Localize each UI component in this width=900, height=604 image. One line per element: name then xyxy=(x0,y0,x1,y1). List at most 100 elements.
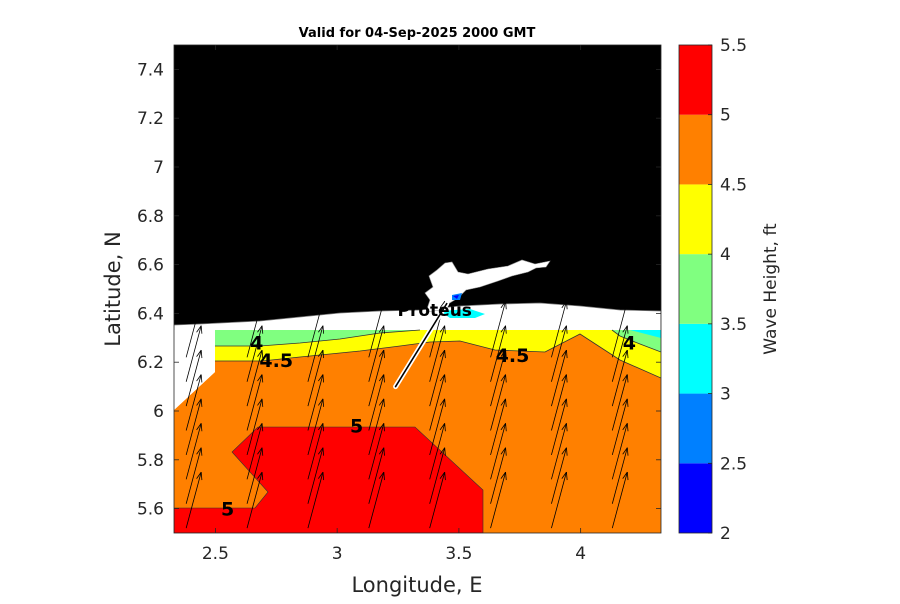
wave-arrow xyxy=(185,471,202,529)
wave-arrowhead xyxy=(196,398,202,406)
wave-arrow xyxy=(490,423,506,480)
wave-arrowhead xyxy=(561,349,567,357)
wave-arrow xyxy=(307,423,324,480)
wave-arrowhead xyxy=(378,398,385,406)
wave-arrowhead xyxy=(439,374,446,382)
wave-arrow xyxy=(611,325,628,382)
wave-arrowhead xyxy=(561,398,567,406)
wave-arrowhead xyxy=(261,374,264,383)
wave-arrow xyxy=(551,471,567,529)
wave-arrow xyxy=(490,325,506,382)
wave-arrow xyxy=(429,374,446,431)
wave-arrowhead xyxy=(505,423,507,432)
wave-arrowhead xyxy=(566,447,568,456)
colorbar-segment xyxy=(679,323,712,394)
wave-arrowhead xyxy=(318,423,324,431)
contour-fill-5 xyxy=(174,426,484,533)
wave-arrowhead xyxy=(626,325,629,334)
wave-arrow xyxy=(368,447,385,504)
contour-label: 5 xyxy=(221,499,234,521)
wave-arrowhead xyxy=(200,423,203,432)
contour-fill-3p5 xyxy=(215,330,420,346)
wave-arrow xyxy=(551,423,567,480)
wave-arrowhead xyxy=(626,423,629,432)
wave-arrowhead xyxy=(622,471,628,479)
wave-arrow xyxy=(429,349,446,407)
wave-arrowhead xyxy=(261,423,264,432)
contour-fill-2 xyxy=(453,295,459,299)
colorbar-segment xyxy=(679,463,712,533)
wave-arrowhead xyxy=(626,472,629,481)
colorbar-segment xyxy=(679,393,712,464)
wave-arrowhead xyxy=(318,398,324,406)
wave-arrowhead xyxy=(439,423,446,431)
wave-arrowhead xyxy=(257,374,263,382)
wave-arrow xyxy=(246,471,263,529)
wave-arrowhead xyxy=(322,472,325,481)
wave-arrowhead xyxy=(383,325,385,334)
colorbar-frame xyxy=(678,44,713,534)
wave-arrow xyxy=(185,301,202,358)
plot-frame xyxy=(173,44,662,534)
wave-arrowhead xyxy=(257,349,263,357)
y-tick-label: 7.2 xyxy=(137,109,164,129)
wave-arrowhead xyxy=(383,447,385,456)
wave-arrowhead xyxy=(626,447,629,456)
y-axis: 5.6 5.8 6 6.2 6.4 6.6 6.8 7 7.2 7.4 xyxy=(137,60,661,520)
wave-arrowhead xyxy=(500,447,506,455)
wave-arrowhead xyxy=(444,447,446,456)
wave-arrowhead xyxy=(622,447,628,455)
wave-arrowhead xyxy=(439,398,446,406)
contour-label: 5 xyxy=(350,416,363,438)
wave-arrowhead xyxy=(505,472,507,481)
wave-arrowhead xyxy=(439,349,446,357)
contour-label: 4 xyxy=(623,333,636,355)
contour-fill-4 xyxy=(215,330,661,378)
wave-arrowhead xyxy=(500,374,506,382)
wave-arrow xyxy=(429,398,446,456)
wave-arrow xyxy=(185,374,202,431)
wave-arrowhead xyxy=(261,301,264,310)
wave-arrowhead xyxy=(626,374,629,383)
wave-arrow xyxy=(307,447,324,504)
wave-arrowhead xyxy=(505,447,507,456)
wave-arrow xyxy=(611,374,628,431)
wave-arrowhead xyxy=(566,301,568,310)
wave-arrow xyxy=(185,349,202,407)
wave-arrow xyxy=(551,325,567,382)
wave-arrowhead xyxy=(505,374,507,383)
wave-arrowhead xyxy=(561,374,567,382)
wave-arrow xyxy=(490,301,506,358)
wave-arrowhead xyxy=(500,301,506,309)
colorbar-label: Wave Height, ft xyxy=(761,223,781,355)
y-tick-label: 6 xyxy=(153,402,164,422)
wave-arrowhead xyxy=(322,423,325,432)
wave-arrow xyxy=(185,398,202,456)
wave-arrowhead xyxy=(257,447,263,455)
wave-arrowhead xyxy=(200,325,203,334)
wave-arrowhead xyxy=(622,398,628,406)
wave-arrow xyxy=(551,374,567,431)
land-area xyxy=(174,45,661,335)
wave-arrowhead xyxy=(200,472,203,481)
wave-arrowhead xyxy=(196,325,202,333)
coastline-land-edge xyxy=(174,302,661,336)
contour-label: 4.5 xyxy=(496,345,530,367)
wave-arrow xyxy=(429,447,446,504)
wave-arrowhead xyxy=(505,398,507,407)
wave-arrow xyxy=(490,471,506,529)
wave-arrowhead xyxy=(444,350,446,359)
colorbar-tick-label: 3.5 xyxy=(720,315,747,335)
wave-arrow xyxy=(429,423,446,480)
wave-arrowhead xyxy=(505,325,507,334)
track-line-core xyxy=(394,302,448,388)
wave-arrow xyxy=(246,325,263,382)
wave-arrowhead xyxy=(378,423,385,431)
location-marker-label: Proteus xyxy=(398,301,472,321)
wave-arrowhead xyxy=(378,374,385,382)
colorbar-segment xyxy=(679,184,712,255)
wave-arrowhead xyxy=(383,350,385,359)
wave-arrow xyxy=(246,374,263,431)
contour-label: 4.5 xyxy=(259,350,293,372)
